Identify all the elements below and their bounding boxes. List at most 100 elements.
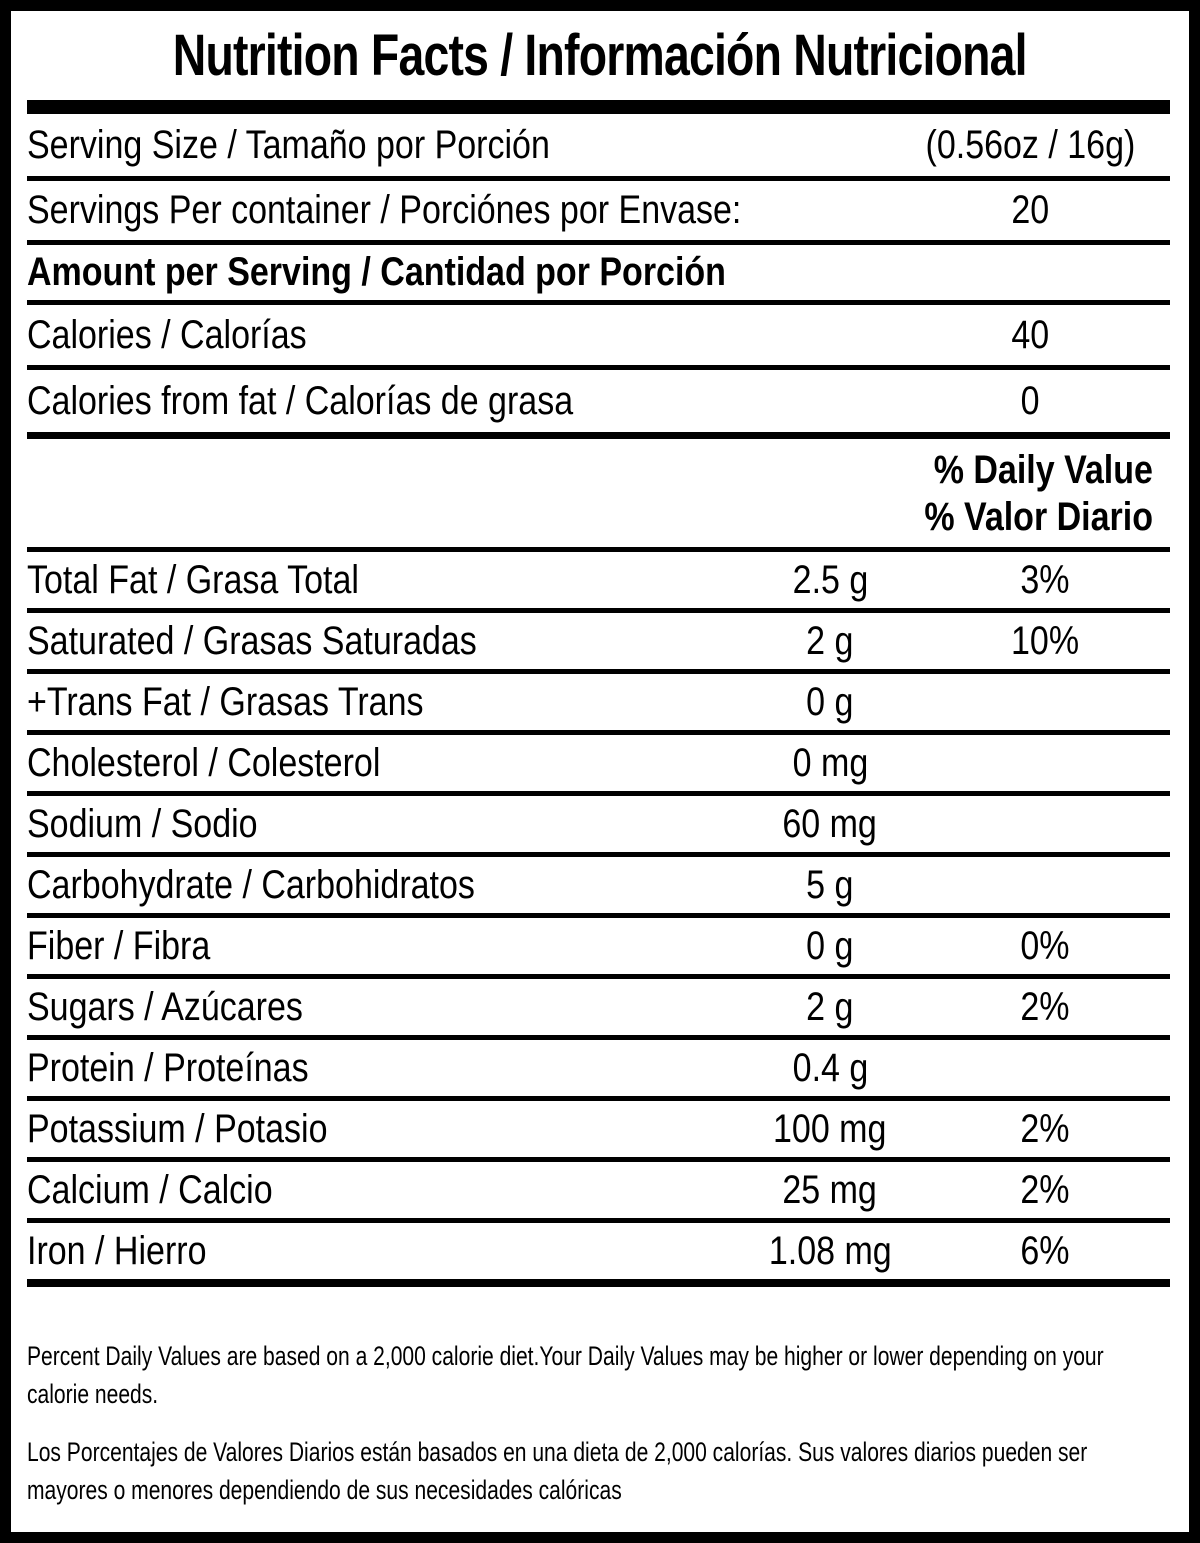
- footnote-spanish-line-1-text: Los Porcentajes de Valores Diarios están…: [27, 1437, 1088, 1467]
- nutrient-amount-cell: 0 g: [740, 680, 920, 725]
- servings-per-container-value: 20: [1011, 188, 1049, 232]
- nutrient-amount-cell: 100 mg: [740, 1107, 920, 1152]
- row-divider: [27, 365, 1170, 370]
- nutrient-daily-value: 2%: [1020, 984, 1070, 1029]
- serving-size-row: Serving Size / Tamaño por Porción (0.56o…: [27, 114, 1170, 176]
- nutrient-row: Iron / Hierro 1.08 mg 6%: [27, 1223, 1170, 1279]
- nutrient-amount-cell: 0 mg: [740, 741, 920, 786]
- nutrient-amount-cell: 5 g: [740, 863, 920, 908]
- footnote-spanish-line-2-text: mayores o menores dependiendo de sus nec…: [27, 1475, 622, 1505]
- section-divider: [27, 432, 1170, 439]
- calories-label: Calories / Calorías: [27, 312, 307, 357]
- nutrient-daily-value: 2%: [1020, 1167, 1070, 1212]
- footer-divider-bar: [27, 1279, 1170, 1287]
- nutrient-label-cell: +Trans Fat / Grasas Trans: [27, 680, 740, 725]
- nutrient-label-cell: Saturated / Grasas Saturadas: [27, 619, 740, 664]
- nutrient-daily-value-cell: 0%: [920, 924, 1170, 969]
- serving-size-label: Serving Size / Tamaño por Porción: [27, 122, 550, 167]
- calories-from-fat-value-cell: 0: [890, 379, 1170, 424]
- footnote-english-line-1: Percent Daily Values are based on a 2,00…: [27, 1337, 1173, 1375]
- nutrient-amount-cell: 2 g: [740, 985, 920, 1030]
- daily-value-header: % Daily Value % Valor Diario: [27, 439, 1170, 547]
- nutrient-daily-value: 0%: [1020, 923, 1070, 968]
- nutrient-label: Protein / Proteínas: [27, 1045, 309, 1090]
- nutrient-daily-value: 10%: [1010, 618, 1080, 663]
- daily-value-header-es: % Valor Diario: [924, 495, 1153, 539]
- footnotes: Percent Daily Values are based on a 2,00…: [11, 1287, 1189, 1509]
- nutrient-amount-cell: 2 g: [740, 619, 920, 664]
- nutrients-table: Total Fat / Grasa Total 2.5 g 3% Saturat…: [11, 552, 1189, 1279]
- footnote-english-line-2-text: calorie needs.: [27, 1379, 159, 1409]
- nutrient-daily-value-cell: [920, 802, 1170, 847]
- nutrient-label-cell: Sugars / Azúcares: [27, 985, 740, 1030]
- nutrient-label-cell: Carbohydrate / Carbohidratos: [27, 863, 740, 908]
- nutrient-daily-value-cell: 2%: [920, 985, 1170, 1030]
- footnote-english-line-2: calorie needs.: [27, 1375, 1173, 1413]
- servings-per-container-label-cell: Servings Per container / Porciónes por E…: [27, 188, 890, 233]
- footnote-spanish-line-2: mayores o menores dependiendo de sus nec…: [27, 1471, 1173, 1509]
- nutrient-label: Saturated / Grasas Saturadas: [27, 618, 477, 663]
- nutrient-daily-value-cell: 10%: [920, 619, 1170, 664]
- nutrient-daily-value-cell: [920, 1046, 1170, 1091]
- nutrient-amount: 0 g: [806, 923, 854, 968]
- footnote-english-line-1-text: Percent Daily Values are based on a 2,00…: [27, 1341, 1104, 1371]
- nutrient-label-cell: Iron / Hierro: [27, 1229, 740, 1274]
- nutrient-label-cell: Potassium / Potasio: [27, 1107, 740, 1152]
- nutrient-label: Carbohydrate / Carbohidratos: [27, 862, 475, 907]
- nutrient-amount: 100 mg: [773, 1106, 887, 1151]
- footnote-spanish-line-1: Los Porcentajes de Valores Diarios están…: [27, 1433, 1173, 1471]
- nutrient-daily-value-cell: [920, 741, 1170, 786]
- nutrient-daily-value: 2%: [1020, 1106, 1070, 1151]
- row-divider: [27, 300, 1170, 305]
- nutrient-amount: 25 mg: [782, 1167, 878, 1212]
- nutrient-row: Protein / Proteínas 0.4 g: [27, 1040, 1170, 1101]
- nutrient-row: Calcium / Calcio 25 mg 2%: [27, 1162, 1170, 1223]
- nutrient-label-cell: Total Fat / Grasa Total: [27, 558, 740, 603]
- calories-label-cell: Calories / Calorías: [27, 313, 890, 358]
- nutrient-amount-cell: 0 g: [740, 924, 920, 969]
- amount-per-serving-heading-row: Amount per Serving / Cantidad por Porció…: [27, 245, 1170, 300]
- nutrient-label: Sugars / Azúcares: [27, 984, 303, 1029]
- nutrient-row: Cholesterol / Colesterol 0 mg: [27, 735, 1170, 796]
- footnote-english: Percent Daily Values are based on a 2,00…: [27, 1337, 1173, 1413]
- label-title-text: Nutrition Facts / Información Nutriciona…: [172, 23, 1028, 88]
- nutrient-amount-cell: 2.5 g: [740, 558, 920, 603]
- nutrient-label-cell: Fiber / Fibra: [27, 924, 740, 969]
- nutrient-label: Cholesterol / Colesterol: [27, 740, 381, 785]
- amount-per-serving-heading-cell: Amount per Serving / Cantidad por Porció…: [27, 250, 1170, 295]
- serving-size-value-cell: (0.56oz / 16g): [890, 123, 1170, 168]
- nutrient-amount-cell: 60 mg: [740, 802, 920, 847]
- nutrient-label-cell: Calcium / Calcio: [27, 1168, 740, 1213]
- nutrient-daily-value-cell: 2%: [920, 1168, 1170, 1213]
- nutrient-amount: 60 mg: [782, 801, 878, 846]
- nutrient-row: Fiber / Fibra 0 g 0%: [27, 918, 1170, 979]
- serving-size-label-cell: Serving Size / Tamaño por Porción: [27, 123, 890, 168]
- daily-value-header-en: % Daily Value: [933, 448, 1153, 492]
- nutrient-amount-cell: 25 mg: [740, 1168, 920, 1213]
- nutrient-amount: 2 g: [806, 618, 854, 663]
- nutrient-row: Total Fat / Grasa Total 2.5 g 3%: [27, 552, 1170, 613]
- servings-per-container-row: Servings Per container / Porciónes por E…: [27, 181, 1170, 240]
- label-title: Nutrition Facts / Información Nutriciona…: [11, 11, 1189, 100]
- nutrient-amount-cell: 1.08 mg: [740, 1229, 920, 1274]
- header-divider-bar: [27, 100, 1170, 114]
- serving-size-value: (0.56oz / 16g): [925, 122, 1135, 167]
- nutrient-label: Potassium / Potasio: [27, 1106, 328, 1151]
- nutrient-row: Carbohydrate / Carbohidratos 5 g: [27, 857, 1170, 918]
- nutrient-daily-value: 6%: [1020, 1228, 1070, 1273]
- nutrient-daily-value-cell: [920, 680, 1170, 725]
- nutrient-amount: 0 mg: [792, 740, 868, 785]
- calories-value: 40: [1011, 312, 1049, 357]
- nutrient-row: Sugars / Azúcares 2 g 2%: [27, 979, 1170, 1040]
- nutrient-label: Calcium / Calcio: [27, 1167, 273, 1212]
- daily-value-header-line-es: % Valor Diario: [27, 494, 1153, 541]
- nutrient-label: Sodium / Sodio: [27, 801, 258, 846]
- servings-per-container-value-cell: 20: [890, 188, 1170, 233]
- nutrient-row: +Trans Fat / Grasas Trans 0 g: [27, 674, 1170, 735]
- calories-value-cell: 40: [890, 313, 1170, 358]
- nutrient-label: +Trans Fat / Grasas Trans: [27, 679, 424, 724]
- nutrient-amount: 1.08 mg: [768, 1228, 892, 1273]
- nutrient-daily-value-cell: 3%: [920, 558, 1170, 603]
- nutrient-daily-value-cell: [920, 863, 1170, 908]
